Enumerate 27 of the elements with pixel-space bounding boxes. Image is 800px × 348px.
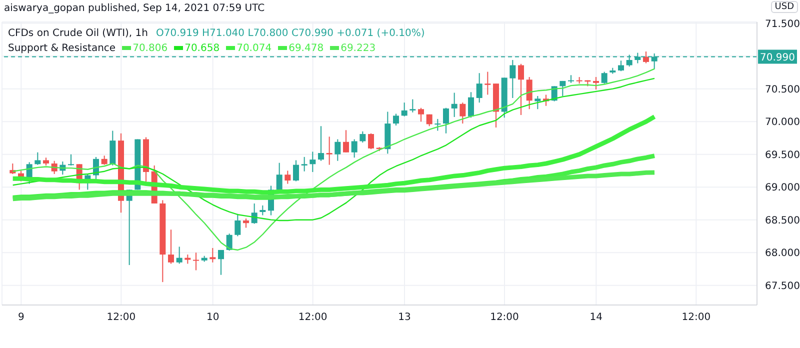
text: O70.919 H71.040 L70.800 C70.990 +0.071 (+0.10%)	[156, 28, 425, 39]
text: aiswarya_gopan published, Sep 14, 2021 07:59 UTC	[4, 3, 265, 14]
y-axis-title: USD	[770, 1, 798, 13]
y-tick-label: 70.500	[765, 84, 800, 96]
y-tick-label: 69.000	[765, 182, 800, 194]
x-tick-label: 10	[206, 312, 220, 324]
y-tick-label: 67.500	[765, 280, 800, 292]
y-tick-label: 71.500	[765, 18, 800, 30]
y-tick-label: 69.500	[765, 150, 800, 161]
y-tick-label: 68.000	[765, 248, 800, 260]
legend-label: 70.658	[184, 43, 220, 54]
legend-label: 69.478	[288, 43, 324, 54]
y-tick-label: 68.500	[765, 215, 800, 226]
legend-label: 69.223	[340, 43, 376, 54]
legend-title: Support & Resistance	[8, 43, 116, 54]
x-tick-label: 12:00	[298, 312, 328, 324]
x-tick-label: 12:00	[682, 312, 711, 324]
x-tick-label: 14	[590, 312, 603, 324]
x-tick-label: 13	[398, 312, 411, 324]
x-tick-label: 12:00	[490, 312, 519, 324]
text: CFDs on Crude Oil (WTI), 1h	[8, 28, 148, 39]
ref-line-label: 70.990	[760, 52, 795, 64]
y-tick-label: 70.000	[765, 117, 800, 128]
legend-label: 70.074	[236, 43, 272, 54]
x-tick-label: 12:00	[106, 312, 136, 324]
legend-label: 70.806	[132, 43, 168, 54]
x-tick-label: 9	[18, 312, 24, 324]
